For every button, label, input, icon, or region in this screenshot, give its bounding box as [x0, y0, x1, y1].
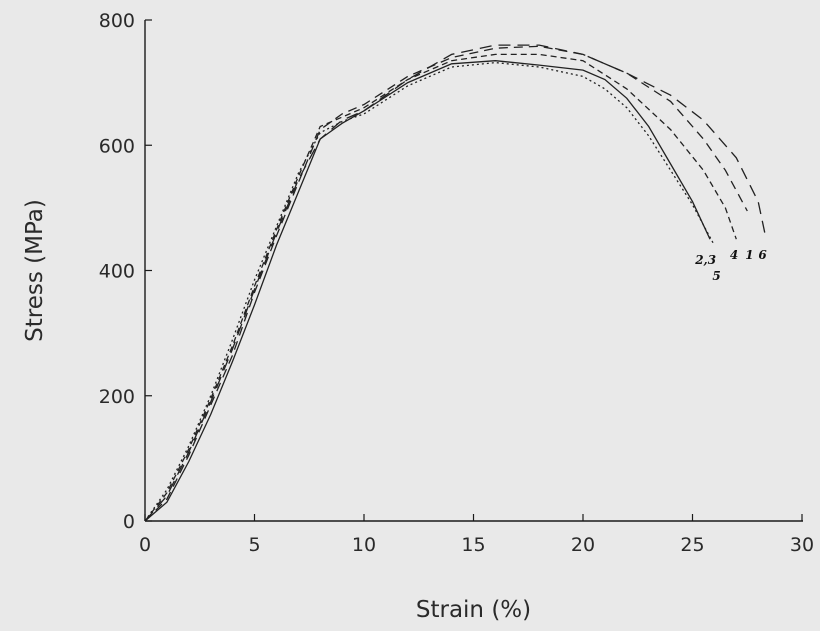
- curve-label: 5: [712, 269, 720, 283]
- curve-label: 4: [730, 248, 738, 262]
- y-tick-label: 600: [99, 135, 135, 157]
- series-group: [144, 44, 766, 522]
- x-tick-label: 10: [352, 534, 376, 556]
- series-line-1: [144, 45, 748, 522]
- x-tick-label: 15: [461, 534, 485, 556]
- x-tick-label: 25: [680, 534, 704, 556]
- y-tick-label: 800: [99, 10, 135, 32]
- x-tick-label: 30: [790, 534, 814, 556]
- y-tick-label: 0: [123, 511, 135, 533]
- curve-label: 6: [758, 248, 767, 262]
- y-tick-label: 400: [99, 261, 135, 283]
- y-tick-label: 200: [99, 386, 135, 408]
- series-line-4: [144, 53, 737, 522]
- y-axis-title: Stress (MPa): [22, 199, 48, 342]
- x-axis-title: Strain (%): [416, 597, 531, 623]
- series-line-2-3: [144, 60, 711, 522]
- x-tick-label: 5: [248, 534, 260, 556]
- curve-label: 1: [745, 248, 753, 262]
- series-line-5: [144, 61, 715, 522]
- x-tick-label: 20: [571, 534, 595, 556]
- x-tick-label: 0: [139, 534, 151, 556]
- curve-label: 2,3: [694, 253, 716, 267]
- series-line-6: [144, 44, 766, 522]
- curve-labels: 2,3 54 1 6: [694, 248, 767, 283]
